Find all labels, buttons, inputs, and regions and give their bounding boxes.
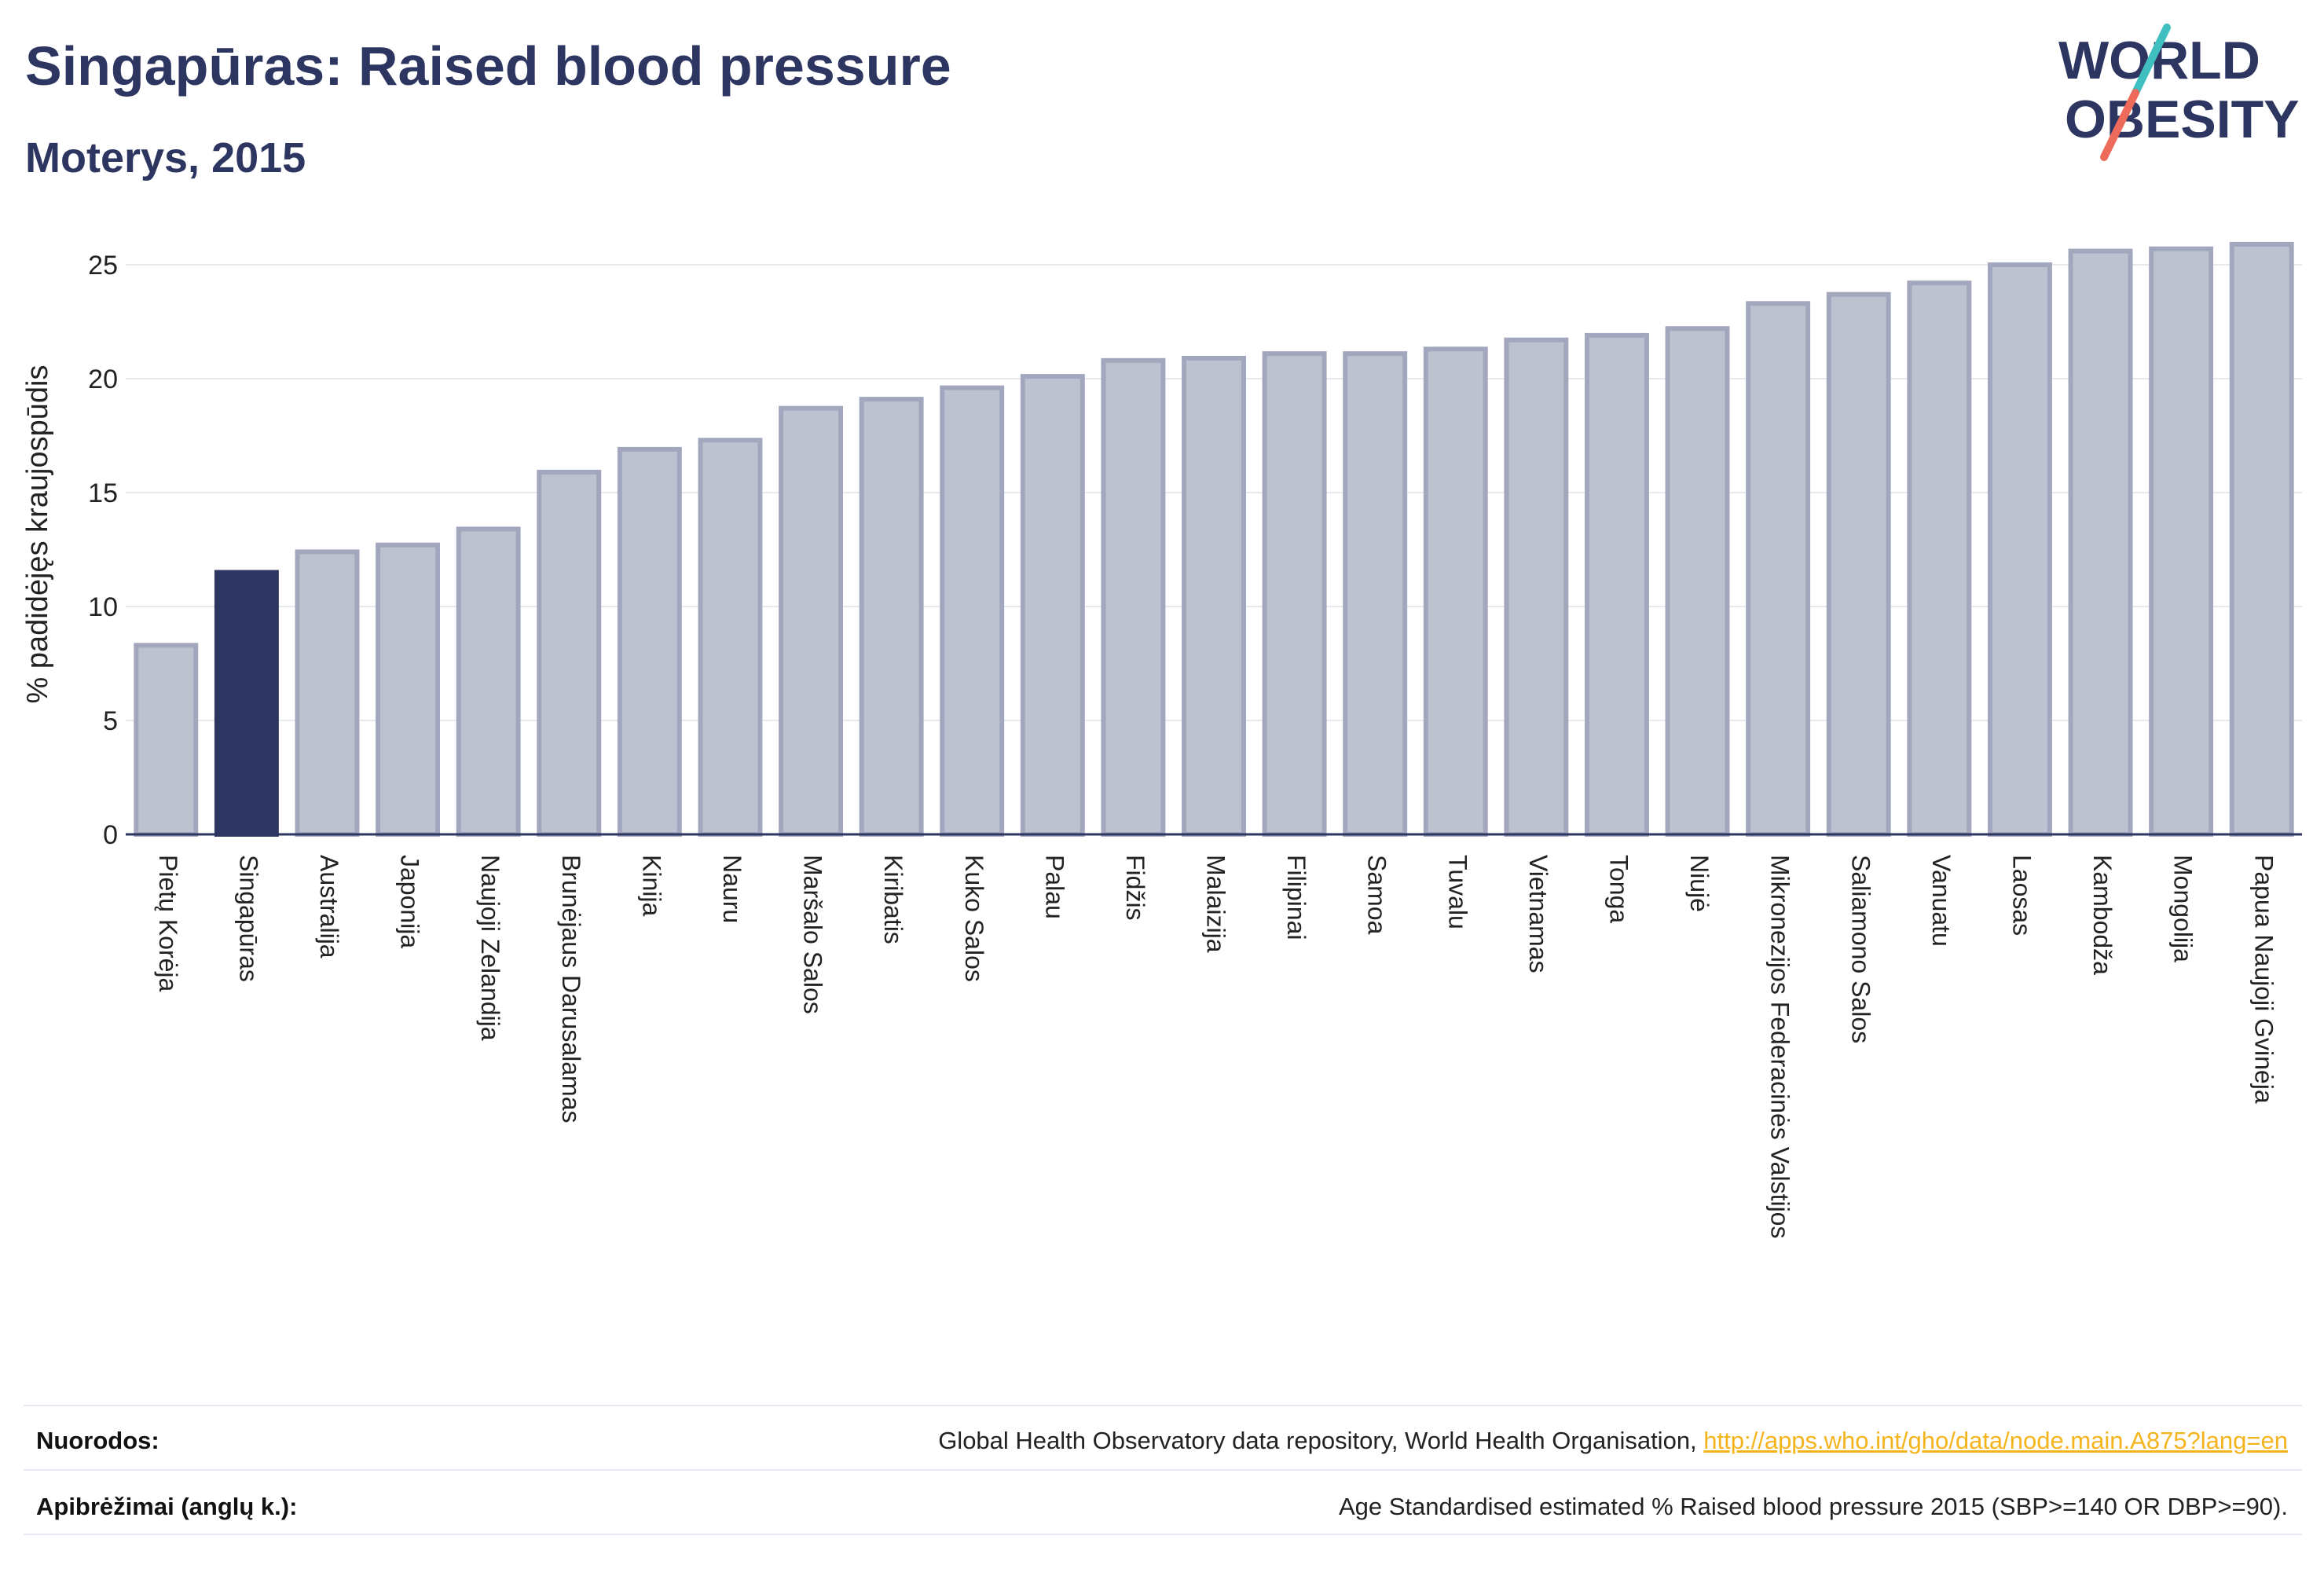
x-tick-label: Kuko Salos [960, 855, 988, 982]
x-tick-label: Maršalo Salos [799, 855, 827, 1014]
y-axis-label: % padidėjęs kraujospūdis [21, 365, 54, 704]
x-tick-label: Mikronezijos Federacinės Valstijos [1766, 855, 1794, 1238]
x-tick-label: Saliamono Salos [1846, 855, 1875, 1043]
footer-divider-bottom [24, 1534, 2302, 1535]
y-tick-label: 10 [88, 592, 118, 622]
bar [1262, 351, 1327, 837]
x-tick-label: Brunėjaus Darusalamas [557, 855, 585, 1123]
bar [940, 385, 1005, 837]
footer-divider-top [24, 1405, 2302, 1406]
bar [617, 446, 682, 837]
chart-subtitle: Moterys, 2015 [25, 134, 306, 181]
logo-slash-top [2132, 24, 2171, 97]
bar [134, 643, 199, 837]
bar [1746, 301, 1811, 837]
bar [537, 469, 602, 837]
x-tick-label: Fidžis [1121, 855, 1149, 921]
bar [1826, 291, 1891, 837]
x-tick-label: Palau [1040, 855, 1069, 919]
sources-value: Global Health Observatory data repositor… [938, 1427, 2288, 1455]
x-tick-label: Filipinai [1282, 855, 1310, 940]
x-tick-label: Singapūras [234, 855, 262, 982]
x-tick-label: Naujoji Zelandija [476, 855, 504, 1041]
bar [1585, 332, 1649, 837]
x-tick-label: Malaizija [1202, 855, 1230, 953]
x-tick-label: Laosas [2007, 855, 2036, 936]
x-tick-label: Niujė [1685, 855, 1714, 912]
logo-line2: OBESITY [2065, 90, 2300, 149]
x-tick-label: Papua Naujoji Gvinėja [2249, 855, 2278, 1104]
bar [214, 570, 279, 837]
x-tick-label: Vietnamas [1524, 855, 1552, 973]
bar [1665, 326, 1730, 837]
x-tick-label: Kinija [637, 855, 665, 916]
bar [1423, 346, 1488, 837]
chart-title: Singapūras: Raised blood pressure [25, 35, 951, 97]
sources-text: Global Health Observatory data repositor… [938, 1427, 1704, 1454]
bar [456, 526, 521, 837]
x-tick-label: Nauru [718, 855, 746, 923]
bar [1020, 374, 1085, 837]
x-tick-label: Vanuatu [1927, 855, 1956, 947]
y-tick-label: 20 [88, 365, 118, 394]
y-tick-label: 15 [88, 478, 118, 508]
bar [295, 549, 360, 837]
bar [698, 438, 763, 837]
x-tick-label: Kiribatis [879, 855, 907, 944]
bar [2149, 246, 2214, 837]
footer-divider-middle [24, 1469, 2302, 1471]
x-tick-label: Pietų Korėja [154, 855, 182, 992]
x-tick-label: Samoa [1363, 855, 1391, 935]
definitions-value: Age Standardised estimated % Raised bloo… [1338, 1493, 2288, 1520]
x-tick-label: Japonija [396, 855, 424, 948]
y-tick-label: 0 [103, 820, 118, 850]
bar [1182, 355, 1246, 837]
y-tick-label: 25 [88, 251, 118, 280]
x-tick-label: Mongolija [2169, 855, 2198, 962]
bar-chart: 0 5 10 15 20 25 Pietų Korėja Singapūras Australi… [21, 241, 2302, 1238]
bar [1343, 351, 1408, 837]
bar [2068, 248, 2133, 837]
definitions-label: Apibrėžimai (anglų k.): [36, 1493, 298, 1520]
bar [376, 542, 441, 837]
x-tick-label: Tuvalu [1443, 855, 1472, 929]
bar [1987, 262, 2052, 837]
bar [2229, 241, 2294, 837]
bar [1504, 337, 1569, 837]
bar [859, 397, 924, 837]
y-tick-label: 5 [103, 706, 118, 736]
bar [1907, 280, 1972, 837]
sources-label: Nuorodos: [36, 1427, 159, 1454]
x-tick-label: Kambodža [2088, 855, 2117, 975]
x-tick-label: Tonga [1605, 855, 1633, 923]
world-obesity-logo: WORLD OBESITY [2058, 24, 2300, 161]
logo-slash-bottom [2100, 89, 2139, 161]
bar [779, 405, 843, 837]
x-tick-label: Australija [315, 855, 343, 958]
bar [1101, 357, 1166, 837]
sources-link[interactable]: http://apps.who.int/gho/data/node.main.A… [1703, 1427, 2288, 1454]
